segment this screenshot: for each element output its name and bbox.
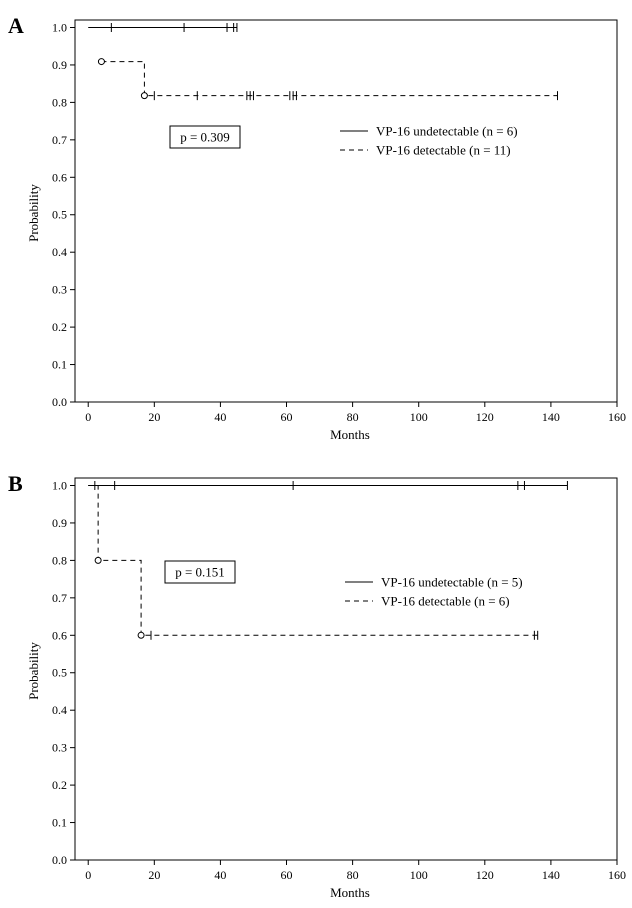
panel-b-x-axis-title: Months <box>330 885 370 900</box>
panel-a-y-tick-label: 0.4 <box>52 245 67 259</box>
panel-a-x-tick-label: 140 <box>542 410 560 424</box>
panel-a-x-tick-label: 80 <box>347 410 359 424</box>
panel-b-y-tick-label: 0.8 <box>52 553 67 567</box>
panel-a-y-tick-label: 0.6 <box>52 170 67 184</box>
panel-a-x-tick-label: 60 <box>281 410 293 424</box>
panel-a-p-value-box <box>169 125 241 149</box>
panel-a-x-tick-label: 160 <box>608 410 626 424</box>
panel-b-legend-label-detectable: VP-16 detectable (n = 6) <box>381 594 510 609</box>
panel-a-y-tick-label: 0.5 <box>52 208 67 222</box>
panel-b-detectable-event-marker <box>94 556 102 564</box>
panel-b-y-tick-label: 0.3 <box>52 741 67 755</box>
panel-a-p-value-text: p = 0.309 <box>180 130 230 145</box>
panel-a-detectable-event-marker <box>140 92 148 100</box>
panel-b-legend-label-undetectable: VP-16 undetectable (n = 5) <box>381 575 523 590</box>
panel-b-plot-frame <box>74 477 618 861</box>
panel-b-y-tick-label: 0.6 <box>52 628 67 642</box>
panel-b-y-tick-label: 0.0 <box>52 853 67 867</box>
panel-a-y-tick-label: 0.7 <box>52 133 67 147</box>
panel-b-y-tick-label: 0.4 <box>52 703 67 717</box>
panel-b: B 0 20 40 60 80 100 120 140 160 0.0 0.1 0.2 0.3 0.4 0.5… <box>8 471 626 900</box>
panel-a-y-tick-label: 0.0 <box>52 395 67 409</box>
panel-a-y-tick-label: 0.1 <box>52 358 67 372</box>
panel-a-legend-label-detectable: VP-16 detectable (n = 11) <box>376 143 511 158</box>
panel-a-detectable-event-marker <box>97 58 105 66</box>
panel-a-plot-frame <box>74 19 618 403</box>
panel-b-x-tick-label: 160 <box>608 868 626 882</box>
panel-a: A 0 20 40 60 80 100 120 140 160 0.0 0.1 0.2 0.3 0.4 0.5… <box>8 13 626 442</box>
panel-b-y-axis-title: Probability <box>26 642 41 700</box>
panel-b-x-tick-label: 140 <box>542 868 560 882</box>
panel-b-x-tick-label: 20 <box>148 868 160 882</box>
panel-b-x-tick-label: 120 <box>476 868 494 882</box>
panel-a-y-axis-title: Probability <box>26 184 41 242</box>
panel-a-y-tick-label: 0.9 <box>52 58 67 72</box>
panel-b-detectable-event-marker <box>137 631 145 639</box>
panel-b-y-tick-label: 0.1 <box>52 816 67 830</box>
panel-a-y-tick-label: 0.3 <box>52 283 67 297</box>
panel-a-x-tick-label: 100 <box>410 410 428 424</box>
panel-b-y-tick-label: 1.0 <box>52 478 67 492</box>
panel-a-x-tick-label: 120 <box>476 410 494 424</box>
panel-b-y-tick-label: 0.2 <box>52 778 67 792</box>
panel-a-legend-label-undetectable: VP-16 undetectable (n = 6) <box>376 124 518 139</box>
panel-a-x-tick-label: 0 <box>85 410 91 424</box>
panel-b-detectable-curve <box>88 484 538 636</box>
panel-b-p-value-text: p = 0.151 <box>175 565 225 580</box>
panel-a-x-axis-title: Months <box>330 427 370 442</box>
panel-b-x-tick-label: 40 <box>214 868 226 882</box>
panel-b-x-tick-label: 0 <box>85 868 91 882</box>
panel-a-y-tick-label: 0.8 <box>52 95 67 109</box>
panel-b-y-tick-label: 0.7 <box>52 591 67 605</box>
panel-b-x-tick-label: 80 <box>347 868 359 882</box>
panel-a-detectable-curve <box>101 61 558 97</box>
panel-a-y-tick-label: 1.0 <box>52 20 67 34</box>
panel-a-y-tick-label: 0.2 <box>52 320 67 334</box>
panel-b-y-tick-label: 0.5 <box>52 666 67 680</box>
panel-a-x-tick-label: 40 <box>214 410 226 424</box>
panel-a-x-tick-label: 20 <box>148 410 160 424</box>
panel-b-label: B <box>8 471 23 496</box>
panel-b-p-value-box <box>164 560 236 584</box>
panel-a-label: A <box>8 13 24 38</box>
panel-b-x-tick-label: 60 <box>281 868 293 882</box>
panel-b-x-tick-label: 100 <box>410 868 428 882</box>
panel-b-y-tick-label: 0.9 <box>52 516 67 530</box>
